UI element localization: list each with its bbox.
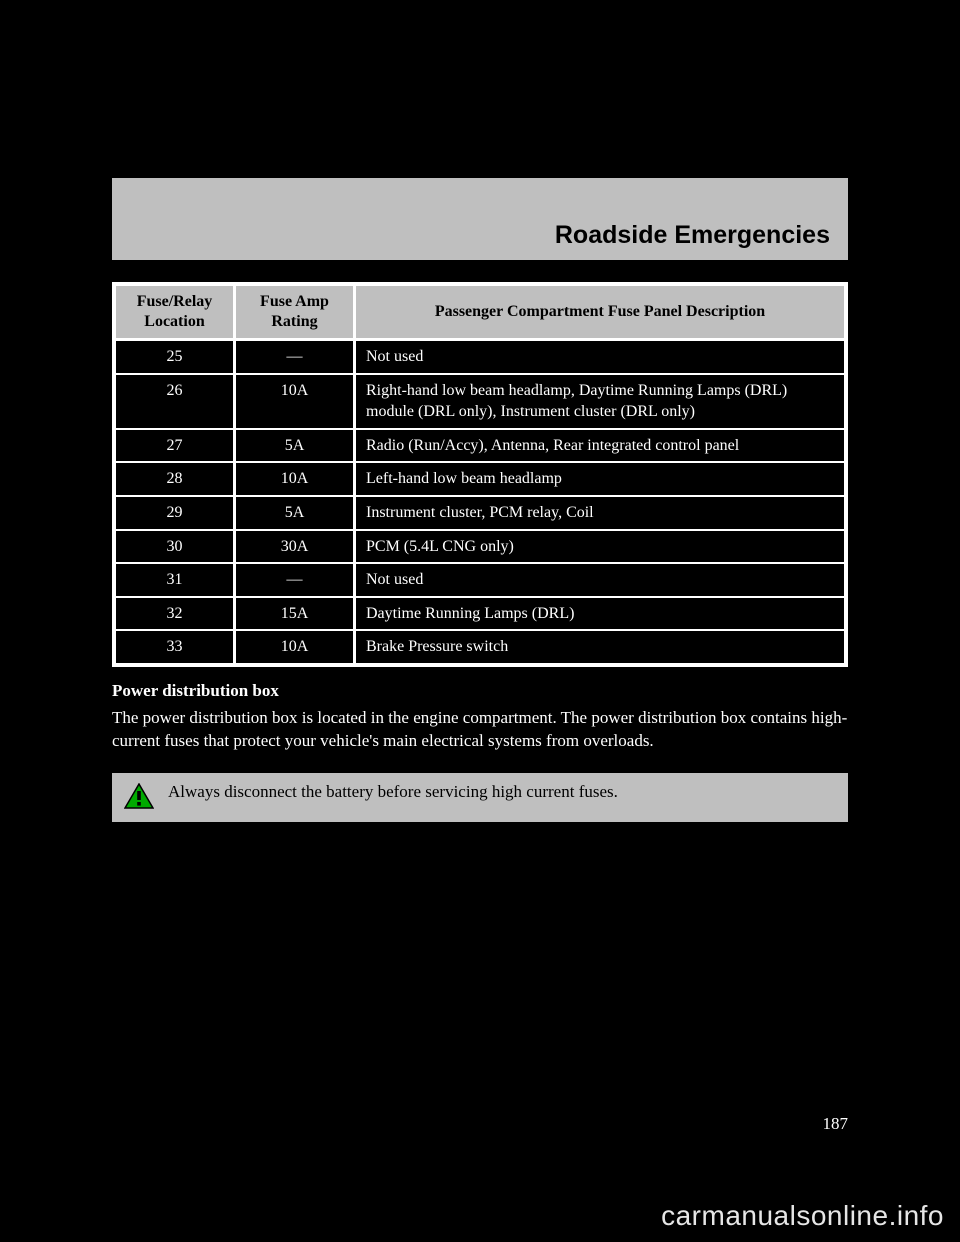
cell-location: 25	[116, 341, 236, 375]
cell-location: 30	[116, 531, 236, 565]
manual-page: Roadside Emergencies Fuse/Relay Location…	[112, 178, 848, 1130]
table-row: 30 30A PCM (5.4L CNG only)	[116, 531, 844, 565]
cell-amp: 5A	[236, 430, 356, 464]
col-header-desc: Passenger Compartment Fuse Panel Descrip…	[356, 286, 844, 341]
cell-amp: 10A	[236, 463, 356, 497]
table-row: 33 10A Brake Pressure switch	[116, 631, 844, 663]
cell-location: 33	[116, 631, 236, 663]
col-header-label: Passenger Compartment Fuse Panel Descrip…	[435, 303, 765, 320]
cell-desc: Radio (Run/Accy), Antenna, Rear integrat…	[356, 430, 844, 464]
cell-desc: Left-hand low beam headlamp	[356, 463, 844, 497]
cell-location: 27	[116, 430, 236, 464]
cell-amp: 30A	[236, 531, 356, 565]
table-row: 31 — Not used	[116, 564, 844, 598]
fuse-table-container: Fuse/Relay Location Fuse Amp Rating Pass…	[112, 282, 848, 667]
section-header-title: Roadside Emergencies	[555, 221, 830, 250]
table-row: 32 15A Daytime Running Lamps (DRL)	[116, 598, 844, 632]
table-row: 29 5A Instrument cluster, PCM relay, Coi…	[116, 497, 844, 531]
cell-amp: 5A	[236, 497, 356, 531]
warning-callout: Always disconnect the battery before ser…	[112, 773, 848, 822]
cell-location: 32	[116, 598, 236, 632]
table-row: 25 — Not used	[116, 341, 844, 375]
col-header-location: Fuse/Relay Location	[116, 286, 236, 341]
cell-desc: Right-hand low beam headlamp, Daytime Ru…	[356, 375, 844, 430]
cell-desc: Not used	[356, 564, 844, 598]
page-number: 187	[823, 1114, 849, 1134]
cell-desc: Daytime Running Lamps (DRL)	[356, 598, 844, 632]
col-header-label: Fuse/Relay Location	[137, 293, 213, 330]
table-header-row: Fuse/Relay Location Fuse Amp Rating Pass…	[116, 286, 844, 341]
cell-amp: —	[236, 341, 356, 375]
cell-desc: PCM (5.4L CNG only)	[356, 531, 844, 565]
fuse-table: Fuse/Relay Location Fuse Amp Rating Pass…	[112, 282, 848, 667]
subsection-title: Power distribution box	[112, 681, 848, 701]
cell-amp: 10A	[236, 631, 356, 663]
cell-location: 26	[116, 375, 236, 430]
cell-amp: 10A	[236, 375, 356, 430]
cell-location: 31	[116, 564, 236, 598]
warning-icon	[124, 783, 154, 814]
subsection-body: The power distribution box is located in…	[112, 707, 848, 753]
cell-location: 29	[116, 497, 236, 531]
table-row: 28 10A Left-hand low beam headlamp	[116, 463, 844, 497]
section-header-bar: Roadside Emergencies	[112, 178, 848, 260]
table-row: 27 5A Radio (Run/Accy), Antenna, Rear in…	[116, 430, 844, 464]
cell-desc: Not used	[356, 341, 844, 375]
warning-text: Always disconnect the battery before ser…	[168, 781, 618, 804]
cell-amp: —	[236, 564, 356, 598]
cell-location: 28	[116, 463, 236, 497]
cell-desc: Instrument cluster, PCM relay, Coil	[356, 497, 844, 531]
watermark-text: carmanualsonline.info	[661, 1200, 944, 1232]
table-row: 26 10A Right-hand low beam headlamp, Day…	[116, 375, 844, 430]
cell-amp: 15A	[236, 598, 356, 632]
col-header-label: Fuse Amp Rating	[260, 293, 329, 330]
cell-desc: Brake Pressure switch	[356, 631, 844, 663]
col-header-amp: Fuse Amp Rating	[236, 286, 356, 341]
